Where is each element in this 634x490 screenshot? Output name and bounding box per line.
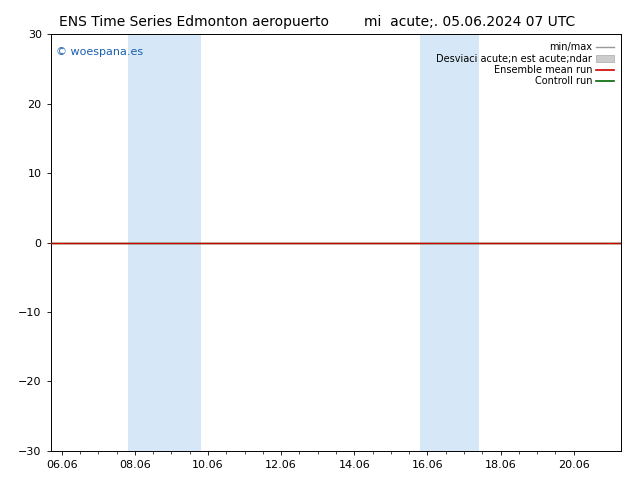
Text: ENS Time Series Edmonton aeropuerto        mi  acute;. 05.06.2024 07 UTC: ENS Time Series Edmonton aeropuerto mi a… (59, 15, 575, 29)
Legend: min/max, Desviaci acute;n est acute;ndar, Ensemble mean run, Controll run: min/max, Desviaci acute;n est acute;ndar… (434, 39, 616, 89)
Text: © woespana.es: © woespana.es (56, 47, 143, 57)
Bar (127, 34, 201, 451)
Bar (420, 34, 479, 451)
